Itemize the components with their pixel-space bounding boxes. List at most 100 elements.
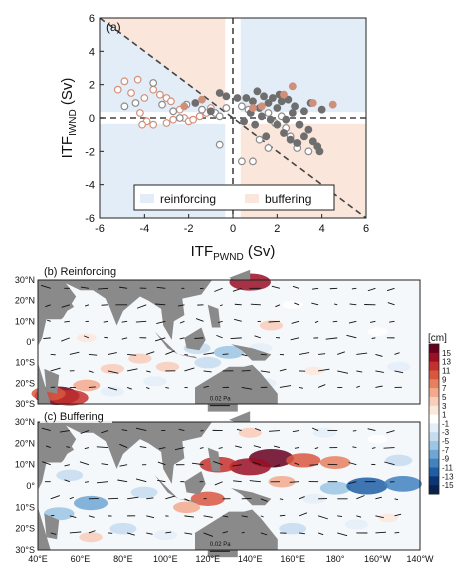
sea-level-anomaly: [109, 522, 137, 535]
colorbar-tick-label: 9: [442, 375, 447, 384]
colorbar-tick-label: 11: [442, 366, 451, 375]
sea-level-anomaly: [302, 493, 326, 504]
wind-stress-arrow: [292, 285, 300, 289]
wind-stress-arrow: [203, 385, 209, 388]
scatter-point-filled-orange: [288, 82, 297, 91]
sea-level-anomaly: [155, 361, 180, 372]
colorbar-tick-label: 13: [442, 358, 451, 367]
wind-stress-arrow: [214, 287, 223, 292]
wind-stress-arrow: [222, 531, 228, 534]
scatter-point-filled: [273, 120, 282, 129]
wind-stress-arrow: [250, 303, 261, 306]
scatter-point-open-orange: [149, 85, 158, 94]
scatter-point-filled: [269, 94, 277, 102]
scatter-point-filled: [300, 107, 308, 116]
wind-stress-arrow: [234, 303, 242, 306]
wind-stress-arrow: [154, 337, 166, 342]
wind-stress-arrow: [260, 498, 268, 502]
wind-stress-arrow: [375, 353, 383, 357]
wind-stress-arrow: [348, 320, 357, 324]
colorbar-step: [429, 432, 439, 442]
wind-stress-arrow: [203, 352, 215, 355]
lon-tick-label: 140°E: [238, 554, 263, 564]
lat-tick-label: 20°N: [15, 296, 35, 306]
wind-stress-arrow: [375, 515, 384, 519]
scatter-point-filled: [264, 99, 273, 107]
y-tick-label: -4: [85, 180, 95, 192]
wind-stress-arrow: [88, 386, 96, 388]
lon-tick-label: 60°E: [71, 554, 91, 564]
sea-level-anomaly: [259, 320, 284, 331]
colorbar-tick-label: -11: [442, 464, 454, 473]
wind-stress-arrow: [394, 352, 400, 355]
y-tick-label: 6: [89, 13, 95, 25]
lat-tick-label: 30°S: [15, 399, 35, 409]
colorbar-tick-label: 3: [442, 402, 447, 411]
wind-stress-arrow: [88, 515, 95, 518]
scatter-point-open-gray: [237, 157, 246, 166]
wind-stress-arrow: [311, 427, 319, 431]
wind-stress-arrow: [337, 370, 349, 374]
wind-stress-arrow: [241, 353, 248, 357]
wind-stress-arrow: [127, 496, 139, 500]
scatter-point-filled-orange: [328, 100, 337, 109]
map-c: 0.02 Pa: [38, 411, 422, 558]
lat-tick-label: 30°S: [15, 545, 35, 555]
sea-level-anomaly: [385, 454, 413, 467]
wind-stress-arrow: [146, 351, 155, 355]
land-madagascar: [44, 368, 60, 394]
wind-stress-arrow: [314, 320, 319, 323]
scatter-point-open-gray: [264, 109, 273, 117]
sea-level-anomaly: [173, 501, 201, 514]
wind-stress-arrow: [179, 337, 185, 340]
wind-stress-arrow: [346, 334, 357, 339]
wind-stress-arrow: [394, 513, 402, 517]
wind-stress-arrow: [179, 320, 185, 324]
wind-stress-arrow: [273, 464, 281, 468]
lat-tick-label: 10°N: [15, 460, 35, 470]
wind-stress-arrow: [136, 304, 147, 309]
x-tick-label: -2: [184, 223, 194, 235]
wind-stress-arrow: [271, 285, 281, 289]
land-arabia: [38, 422, 75, 459]
wind-stress-arrow: [370, 320, 376, 323]
wind-stress-arrow: [269, 430, 280, 432]
wind-stress-arrow: [233, 480, 242, 483]
land-philippines: [207, 304, 221, 328]
wind-stress-arrow: [146, 497, 154, 500]
reference-arrow-box: [207, 537, 238, 558]
lat-tick-label: 10°S: [15, 358, 35, 368]
wind-stress-arrow: [234, 318, 242, 322]
wind-stress-arrow: [156, 320, 166, 324]
wind-stress-arrow: [383, 447, 395, 449]
wind-stress-arrow: [40, 284, 51, 289]
wind-stress-arrow: [184, 367, 195, 372]
wind-stress-arrow: [241, 515, 248, 518]
scatter-point-open-gray: [198, 105, 206, 114]
wind-stress-arrow: [135, 320, 147, 323]
land-new-guinea: [231, 488, 272, 506]
legend-label-reinforcing: reinforcing: [160, 192, 216, 206]
wind-stress-arrow: [64, 479, 70, 483]
colorbar-step: [429, 449, 439, 460]
wind-stress-arrow: [241, 387, 253, 390]
colorbar-tick-label: 7: [442, 384, 447, 393]
lon-tick-label: 100°E: [153, 554, 178, 564]
colorbar-step: [429, 458, 439, 469]
wind-stress-arrow: [84, 481, 90, 483]
scatter-point-open-gray: [149, 79, 158, 87]
scatter-point-filled-orange: [180, 102, 189, 111]
wind-stress-arrow: [50, 495, 60, 500]
legend-box: [133, 184, 335, 211]
sea-level-anomaly: [143, 376, 167, 387]
sea-level-anomaly: [56, 469, 84, 482]
colorbar-step: [429, 476, 439, 486]
scatter-point-open-orange: [155, 90, 164, 99]
scatter-point-filled-orange: [280, 90, 288, 99]
scatter-point-filled: [253, 87, 262, 96]
scatter-point-filled: [300, 132, 308, 141]
wind-stress-arrow: [79, 461, 90, 466]
wind-stress-arrow: [375, 496, 382, 500]
lat-tick-label: 20°N: [15, 438, 35, 448]
